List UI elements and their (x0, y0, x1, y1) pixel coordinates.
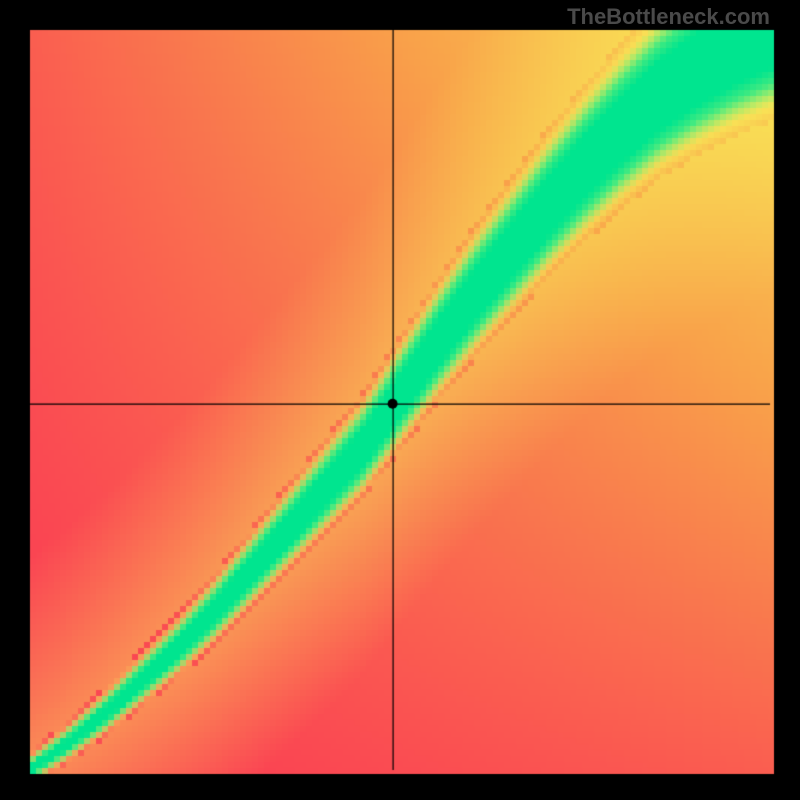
chart-container: TheBottleneck.com (0, 0, 800, 800)
heatmap-canvas (0, 0, 800, 800)
watermark-text: TheBottleneck.com (567, 4, 770, 30)
